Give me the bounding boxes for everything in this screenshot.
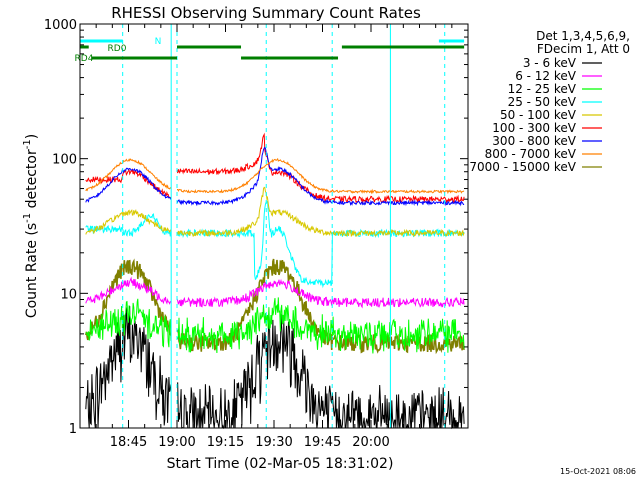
legend-label: 12 - 25 keV [508, 82, 577, 96]
x-tick-label: 19:15 [207, 435, 244, 450]
legend-label: 25 - 50 keV [508, 95, 577, 109]
legend-label: 300 - 800 keV [492, 134, 576, 148]
y-tick-label: 1000 [44, 18, 77, 33]
y-axis-label-part3: ) [24, 134, 40, 139]
x-tick-label: 20:00 [352, 435, 389, 450]
x-tick-label: 19:30 [255, 435, 292, 450]
series-line-4 [85, 186, 465, 238]
legend: Det 1,3,4,5,6,9, FDecim 1, Att 0 3 - 6 k… [469, 29, 630, 174]
legend-label: 6 - 12 keV [515, 69, 577, 83]
legend-header-line2: FDecim 1, Att 0 [537, 42, 630, 56]
y-tick-label: 100 [52, 153, 77, 168]
legend-header-line1: Det 1,3,4,5,6,9, [536, 29, 630, 43]
y-axis-label-part1: Count Rate (s [24, 223, 40, 318]
legend-label: 7000 - 15000 keV [469, 160, 576, 174]
x-tick-label: 19:45 [304, 435, 341, 450]
flag-label-rd0: RD0 [108, 44, 127, 54]
chart-title: RHESSI Observing Summary Count Rates [111, 4, 421, 22]
flag-label-rd4: RD4 [75, 54, 94, 64]
series-line-6 [85, 146, 465, 207]
y-axis-label-part2: detector [24, 149, 40, 213]
legend-label: 100 - 300 keV [492, 121, 576, 135]
flag-label-n: N [155, 37, 162, 47]
series-line-2 [85, 297, 465, 354]
y-tick-label: 10 [60, 287, 77, 302]
series-line-0 [85, 306, 465, 430]
legend-label: 50 - 100 keV [500, 108, 577, 122]
plot-frame [79, 23, 469, 429]
y-axis: 1 10 100 1000 [44, 18, 468, 437]
y-axis-label-sup1: -1 [22, 213, 33, 223]
x-axis: 18:45 19:00 19:15 19:30 19:45 20:00 [79, 24, 469, 450]
footer-timestamp: 15-Oct-2021 08:06 [560, 467, 636, 476]
x-tick-label: 18:45 [110, 435, 147, 450]
legend-label: 3 - 6 keV [523, 56, 577, 70]
y-axis-label: Count Rate (s-1 detector-1) [22, 134, 40, 318]
y-axis-label-sup2: -1 [22, 139, 33, 149]
y-tick-label: 1 [69, 422, 77, 437]
series-line-7 [85, 157, 465, 195]
x-axis-label: Start Time (02-Mar-05 18:31:02) [167, 456, 394, 472]
legend-label: 800 - 7000 keV [485, 147, 577, 161]
plot-content: N RD0 RD4 [75, 24, 465, 430]
x-tick-label: 19:00 [158, 435, 195, 450]
series-line-1 [85, 276, 465, 309]
